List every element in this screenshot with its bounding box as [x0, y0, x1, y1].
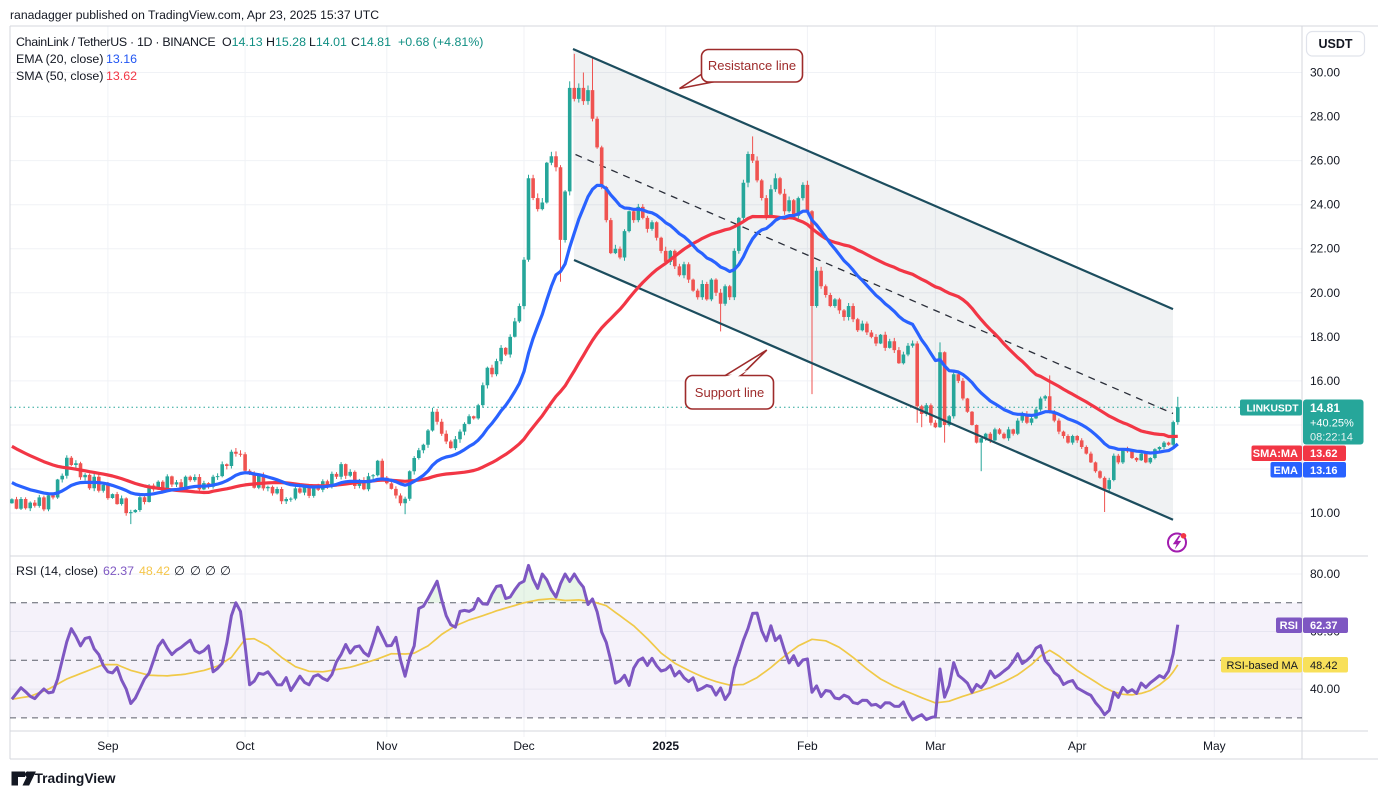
svg-text:ChainLink / TetherUS · 1D · BI: ChainLink / TetherUS · 1D · BINANCE: [16, 35, 215, 49]
svg-text:RSI-based MA: RSI-based MA: [1226, 660, 1298, 672]
svg-text:40.00: 40.00: [1310, 682, 1340, 696]
svg-text:EMA (20, close)13.16: EMA (20, close) 13.16: [16, 52, 137, 66]
svg-text:+40.25%: +40.25%: [1310, 418, 1354, 430]
svg-text:30.00: 30.00: [1310, 66, 1340, 80]
svg-text:80.00: 80.00: [1310, 567, 1340, 581]
svg-text:2025: 2025: [652, 739, 679, 753]
svg-text:Feb: Feb: [797, 739, 818, 753]
svg-text:48.42: 48.42: [1310, 660, 1338, 672]
svg-text:28.00: 28.00: [1310, 110, 1340, 124]
svg-text:ranadagger published on Tradin: ranadagger published on TradingView.com,…: [10, 8, 379, 22]
svg-text:62.37: 62.37: [1310, 620, 1338, 632]
svg-text:18.00: 18.00: [1310, 330, 1340, 344]
svg-text:13.16: 13.16: [1310, 465, 1338, 477]
svg-text:TradingView: TradingView: [35, 771, 116, 786]
svg-text:May: May: [1203, 739, 1226, 753]
svg-text:USDT: USDT: [1318, 37, 1352, 51]
svg-text:22.00: 22.00: [1310, 242, 1340, 256]
svg-text:26.00: 26.00: [1310, 154, 1340, 168]
svg-text:LINKUSDT: LINKUSDT: [1246, 404, 1299, 415]
svg-text:14.81: 14.81: [1310, 401, 1340, 415]
svg-text:SMA (50, close)13.62: SMA (50, close) 13.62: [16, 69, 137, 83]
svg-text:20.00: 20.00: [1310, 286, 1340, 300]
svg-text:Sep: Sep: [97, 739, 119, 753]
svg-text:Dec: Dec: [513, 739, 534, 753]
svg-text:Oct: Oct: [236, 739, 255, 753]
svg-text:SMA:MA: SMA:MA: [1253, 448, 1298, 460]
svg-text:16.00: 16.00: [1310, 374, 1340, 388]
svg-text:08:22:14: 08:22:14: [1310, 432, 1353, 444]
svg-text:13.62: 13.62: [1310, 448, 1338, 460]
svg-text:EMA: EMA: [1274, 465, 1299, 477]
svg-text:24.00: 24.00: [1310, 198, 1340, 212]
svg-text:Nov: Nov: [376, 739, 397, 753]
svg-text:Apr: Apr: [1068, 739, 1087, 753]
svg-text:Resistance line: Resistance line: [708, 58, 796, 73]
svg-text:RSI: RSI: [1280, 620, 1298, 632]
svg-text:Mar: Mar: [925, 739, 946, 753]
svg-text:Support line: Support line: [695, 385, 764, 400]
svg-text:10.00: 10.00: [1310, 506, 1340, 520]
